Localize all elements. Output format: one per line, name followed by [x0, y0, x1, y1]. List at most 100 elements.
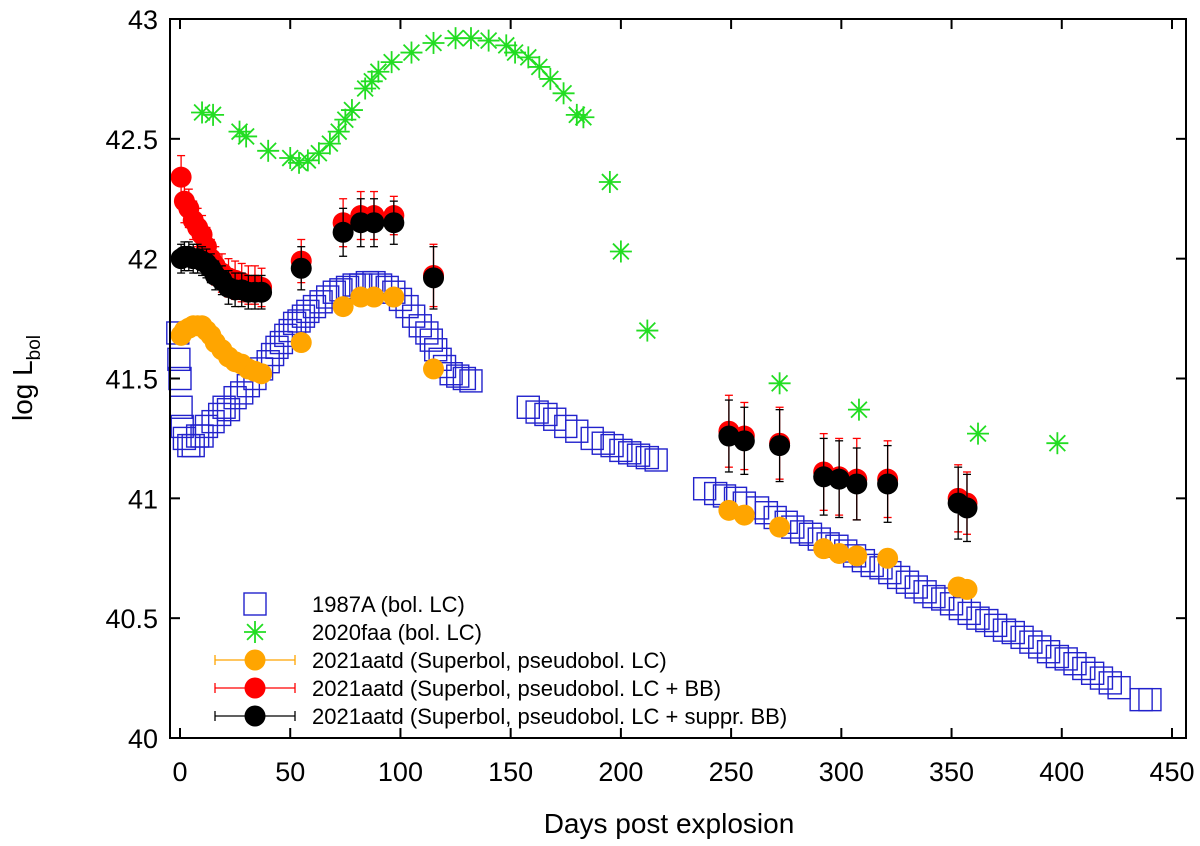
- data-point-square: [798, 522, 823, 546]
- data-point-square: [1089, 666, 1114, 690]
- data-point-square: [172, 426, 197, 451]
- data-point-circle: [290, 246, 312, 291]
- data-point-square: [446, 364, 470, 388]
- data-point-circle: [769, 409, 791, 483]
- data-point-square: [957, 601, 981, 626]
- x-axis-label: Days post explosion: [544, 808, 795, 839]
- data-point-circle: [733, 406, 755, 476]
- data-layer: [166, 27, 1162, 712]
- data-point-asterisk: [400, 41, 423, 64]
- data-point-square: [913, 580, 937, 604]
- data-point-square: [194, 414, 219, 439]
- data-point-circle: [383, 200, 405, 245]
- data-point-asterisk: [967, 422, 990, 445]
- data-point-square: [565, 419, 589, 443]
- data-point-square: [1054, 647, 1078, 671]
- x-tick-label: 100: [378, 757, 423, 787]
- data-point-circle: [251, 274, 273, 310]
- x-tick-label: 150: [488, 757, 533, 787]
- data-point-asterisk: [636, 319, 659, 342]
- data-point-square: [278, 318, 302, 343]
- data-point-asterisk: [517, 46, 540, 69]
- data-point-circle: [877, 444, 899, 523]
- y-tick-label: 40: [128, 724, 158, 754]
- data-point-square: [230, 381, 254, 405]
- data-point-circle: [383, 286, 405, 308]
- data-point-asterisk: [340, 99, 363, 122]
- data-point-square: [703, 481, 728, 506]
- x-tick-label: 350: [929, 757, 974, 787]
- data-point-square: [525, 400, 549, 424]
- data-point-circle: [423, 246, 445, 310]
- data-point-circle: [769, 516, 791, 538]
- legend-label: 2020faa (bol. LC): [312, 620, 482, 645]
- data-point-circle: [733, 504, 755, 526]
- data-point-square: [1001, 620, 1025, 645]
- data-point-square: [975, 608, 999, 633]
- data-point-square: [922, 584, 946, 609]
- y-tick-label: 42.5: [105, 125, 158, 155]
- data-point-square: [1138, 687, 1162, 712]
- data-point-square: [1098, 671, 1122, 695]
- legend-entry: 2021aatd (Superbol, pseudobol. LC + supp…: [214, 704, 787, 729]
- series-2: [170, 286, 978, 600]
- data-point-square: [591, 431, 615, 455]
- x-tick-label: 250: [709, 757, 754, 787]
- data-point-square: [948, 596, 973, 621]
- legend-label: 1987A (bol. LC): [312, 592, 465, 617]
- legend-label: 2021aatd (Superbol, pseudobol. LC + supp…: [312, 704, 787, 729]
- data-point-square: [886, 565, 911, 590]
- data-point-asterisk: [235, 125, 258, 148]
- data-point-square: [260, 342, 285, 367]
- data-point-square: [983, 613, 1008, 638]
- data-point-square: [315, 285, 340, 309]
- y-tick-label: 41: [128, 484, 158, 514]
- x-tick-label: 400: [1039, 757, 1084, 787]
- data-point-circle: [363, 198, 385, 248]
- y-axis-label: log Lbol: [7, 335, 45, 421]
- data-point-asterisk: [552, 82, 575, 105]
- y-axis-label-main: log L: [7, 360, 38, 421]
- data-point-circle: [846, 447, 868, 521]
- data-point-square: [282, 311, 307, 336]
- data-point-square: [904, 575, 928, 599]
- data-point-circle: [828, 440, 850, 519]
- plot-frame: [169, 18, 1187, 739]
- data-point-square: [644, 448, 668, 472]
- data-point-square: [452, 366, 477, 391]
- data-point-square: [609, 438, 633, 463]
- data-point-square: [1080, 661, 1105, 685]
- data-point-square: [287, 309, 311, 333]
- data-point-square: [296, 299, 320, 324]
- legend-entry: 1987A (bol. LC): [243, 592, 465, 617]
- data-point-square: [216, 397, 241, 422]
- legend-marker: [243, 592, 267, 616]
- data-point-asterisk: [609, 240, 632, 263]
- legend-label: 2021aatd (Superbol, pseudobol. LC): [312, 648, 667, 673]
- data-point-circle: [423, 358, 445, 380]
- series-4: [170, 198, 978, 543]
- data-point-square: [635, 445, 660, 470]
- x-tick-label: 300: [819, 757, 864, 787]
- data-point-asterisk: [768, 372, 791, 395]
- data-point-circle: [251, 363, 273, 385]
- data-point-square: [1010, 625, 1034, 650]
- data-point-square: [516, 395, 541, 419]
- data-point-square: [1036, 640, 1061, 664]
- data-point-square: [931, 587, 955, 611]
- data-point-square: [207, 402, 232, 427]
- data-point-square: [459, 369, 483, 393]
- y-tick-label: 42: [128, 245, 158, 275]
- x-tick-label: 200: [598, 757, 643, 787]
- y-axis-label-sub: bol: [24, 335, 45, 360]
- data-point-circle: [290, 332, 312, 354]
- data-point-square: [401, 304, 426, 328]
- data-point-circle: [828, 542, 850, 564]
- data-point-asterisk: [327, 120, 350, 143]
- y-tick-label: 43: [128, 5, 158, 35]
- data-point-asterisk: [572, 106, 595, 129]
- data-point-asterisk: [279, 147, 302, 170]
- data-point-circle: [956, 578, 978, 600]
- data-point-asterisk: [444, 27, 467, 50]
